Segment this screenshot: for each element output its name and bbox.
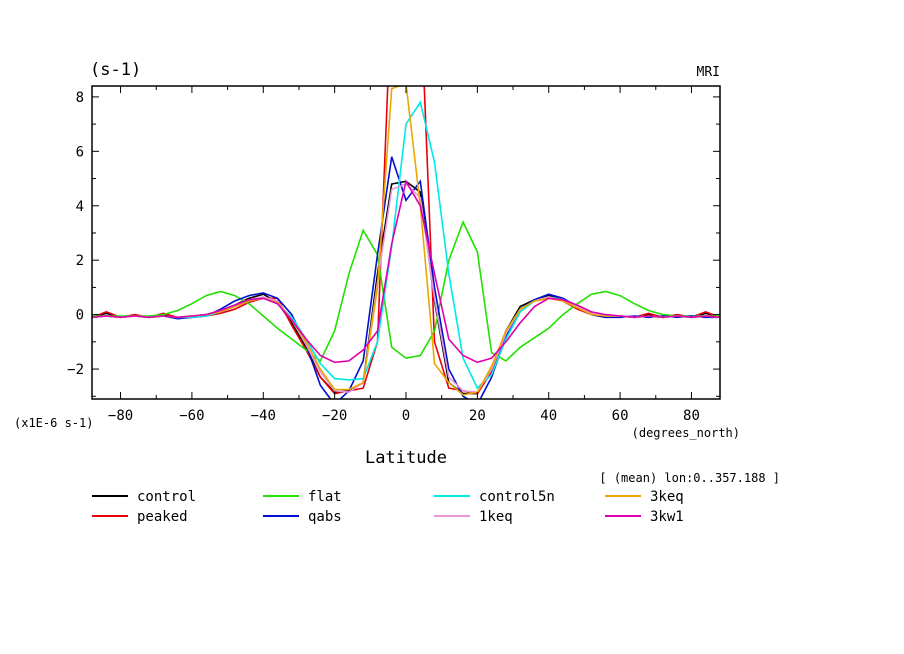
x-units-label: (degrees_north) (632, 426, 740, 440)
x-tick-label: 40 (540, 408, 557, 424)
x-axis-title: Latitude (365, 448, 447, 468)
mean-note: [ (mean) lon:0..357.188 ] (599, 471, 780, 485)
x-tick-label: 20 (469, 408, 486, 424)
legend-label-3keq: 3keq (650, 489, 684, 505)
x-axis: −80 −60 −40 −20 0 20 40 60 80 (108, 86, 700, 424)
series-line-1keq (92, 183, 720, 394)
y-tick-label: 2 (76, 253, 84, 269)
scale-label: (x1E-6 s-1) (14, 416, 93, 430)
unit-label: (s-1) (90, 60, 141, 80)
x-tick-label: 60 (612, 408, 629, 424)
y-tick-label: 8 (76, 90, 84, 106)
y-tick-label: 0 (76, 308, 84, 324)
series-line-3kw1 (92, 179, 720, 364)
legend-label-peaked: peaked (137, 509, 188, 525)
legend-label-control: control (137, 489, 196, 505)
plot-frame (91, 85, 721, 400)
y-tick-label: 4 (76, 199, 84, 215)
x-tick-label: 80 (683, 408, 700, 424)
legend-label-control5n: control5n (479, 489, 555, 505)
legend-label-3kw1: 3kw1 (650, 509, 684, 525)
legend-label-qabs: qabs (308, 509, 342, 525)
series-line-flat (92, 220, 720, 363)
series-line-qabs (92, 156, 720, 399)
legend-label-flat: flat (308, 489, 342, 505)
x-tick-label: −40 (251, 408, 276, 424)
x-tick-label: −20 (322, 408, 347, 424)
model-label: MRI (697, 65, 720, 80)
series-line-control5n (92, 100, 720, 390)
series-line-control (92, 180, 720, 395)
x-tick-label: −80 (108, 408, 133, 424)
x-tick-label: −60 (179, 408, 204, 424)
y-tick-label: 6 (76, 144, 84, 160)
x-tick-label: 0 (402, 408, 410, 424)
series-line-peaked (92, 86, 720, 395)
y-axis: −2 0 2 4 6 8 (67, 90, 720, 397)
series-layer (92, 86, 720, 399)
legend: control peaked flat qabs control5n 1keq 3keq 3k… (92, 489, 684, 525)
legend-label-1keq: 1keq (479, 509, 513, 525)
y-tick-label: −2 (67, 362, 84, 378)
